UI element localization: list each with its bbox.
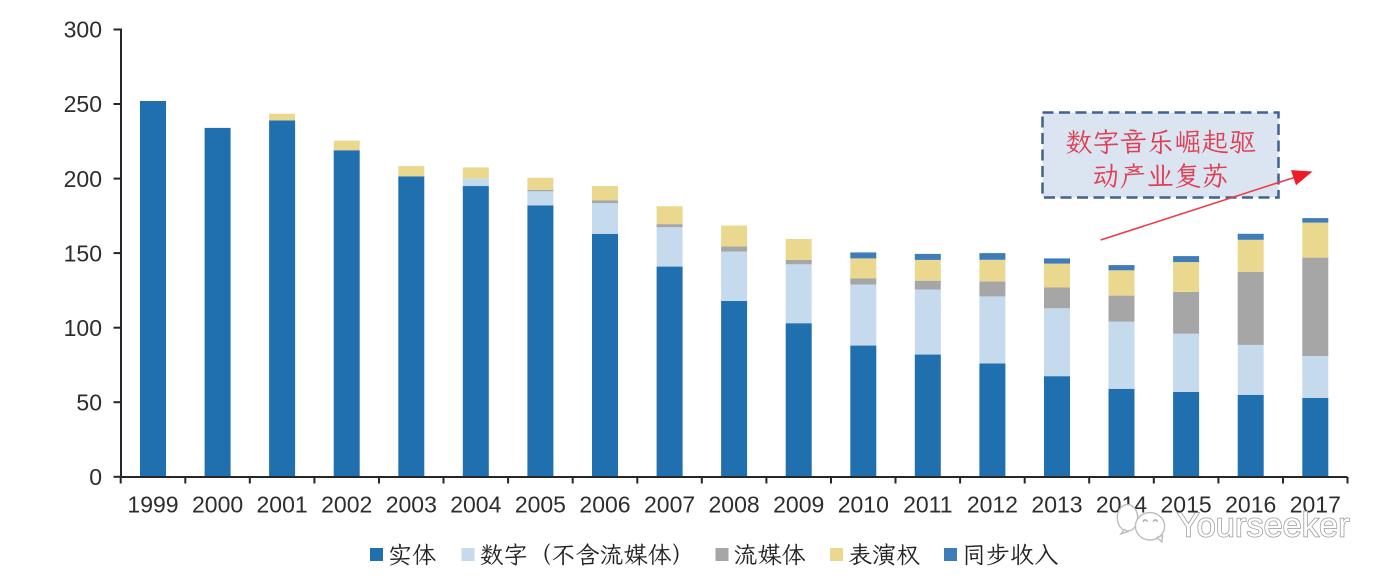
svg-text:2016: 2016: [1225, 492, 1276, 518]
svg-text:50: 50: [76, 389, 102, 415]
svg-text:2008: 2008: [709, 492, 760, 518]
svg-text:2003: 2003: [386, 492, 437, 518]
svg-text:200: 200: [64, 166, 102, 192]
svg-text:2013: 2013: [1031, 492, 1082, 518]
svg-text:2017: 2017: [1290, 492, 1341, 518]
svg-text:2002: 2002: [321, 492, 372, 518]
svg-text:2006: 2006: [579, 492, 630, 518]
svg-text:Yourseeker: Yourseeker: [1177, 507, 1350, 545]
svg-text:2012: 2012: [967, 492, 1018, 518]
svg-text:2004: 2004: [450, 492, 501, 518]
svg-text:1999: 1999: [127, 492, 178, 518]
svg-text:2011: 2011: [903, 492, 952, 518]
svg-text:2007: 2007: [644, 492, 695, 518]
svg-text:0: 0: [89, 464, 102, 490]
svg-text:2010: 2010: [838, 492, 889, 518]
svg-text:2009: 2009: [773, 492, 824, 518]
svg-text:250: 250: [64, 91, 102, 117]
svg-text:2001: 2001: [257, 492, 308, 518]
svg-text:100: 100: [64, 315, 102, 341]
svg-text:300: 300: [64, 17, 102, 43]
svg-text:2000: 2000: [192, 492, 243, 518]
svg-text:2005: 2005: [515, 492, 566, 518]
svg-text:2015: 2015: [1161, 492, 1212, 518]
svg-text:150: 150: [64, 240, 102, 266]
